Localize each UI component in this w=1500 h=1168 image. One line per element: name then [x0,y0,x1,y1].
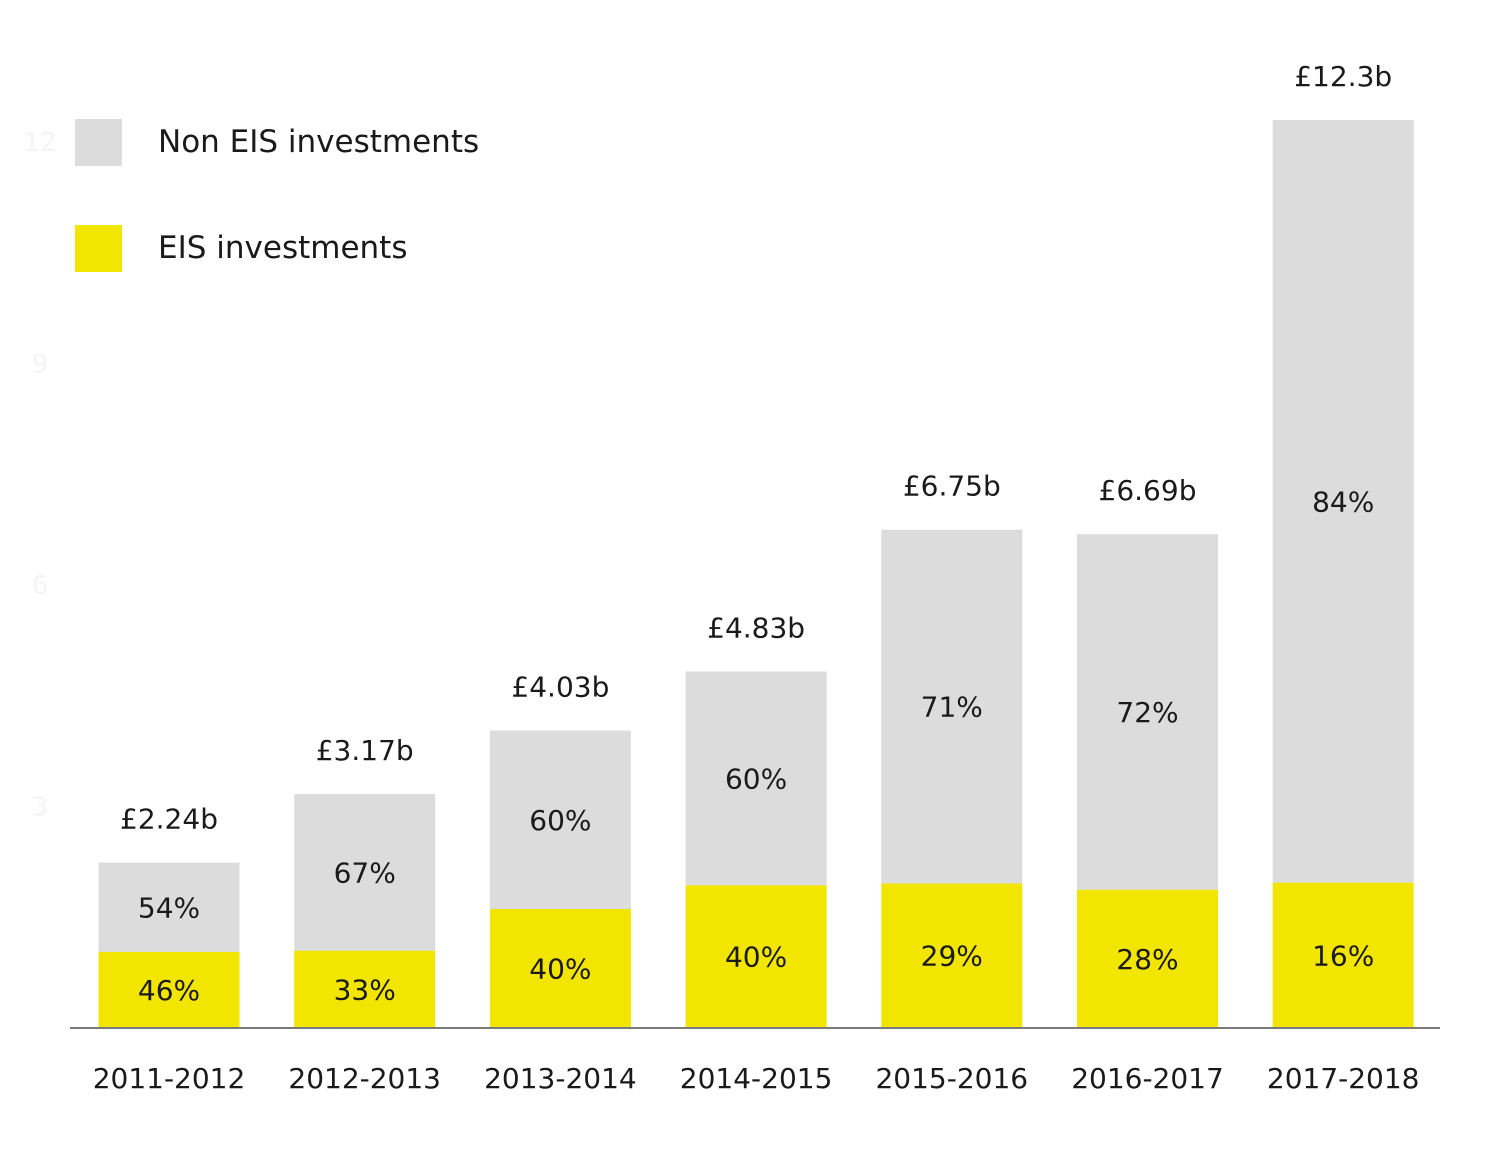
data-label-eis: 40% [725,941,787,974]
data-label-eis: 29% [921,940,983,973]
bar-segment-non-eis [294,793,436,951]
x-tick-label: 2013-2014 [484,1062,637,1095]
data-label-non-eis: 84% [1312,485,1374,518]
legend-swatch-non-eis [75,118,122,166]
x-tick-label: 2015-2016 [875,1062,1028,1095]
x-tick-label: 2012-2013 [288,1062,441,1095]
bar-segment-non-eis [98,862,240,952]
bars-layer: 54% 46% £2.24b 67% 33% £3.17b 60% 40% £4.03b 60% 4… [98,60,1414,1028]
legend-swatch-eis [75,224,122,272]
bar-segment-eis [294,950,436,1028]
x-tick-label: 2016-2017 [1071,1062,1224,1095]
x-axis-ticks: 2011-2012 2012-2013 2013-2014 2014-2015 2015… [93,1062,1420,1095]
data-label-non-eis: 71% [921,691,983,724]
legend-item-eis: EIS investments [75,224,479,272]
bar-total-label: £12.3b [1294,60,1392,93]
bar-total-label: £6.75b [903,470,1001,503]
data-label-eis: 16% [1312,939,1374,972]
legend-label-eis: EIS investments [158,230,408,266]
bar-segment-non-eis [489,730,631,910]
bar-total-label: £4.83b [707,611,805,644]
x-tick-label: 2014-2015 [680,1062,833,1095]
bar-total-label: £4.03b [511,671,609,704]
data-label-non-eis: 72% [1116,696,1178,729]
legend: Non EIS investments EIS investments [75,118,479,330]
legend-item-non-eis: Non EIS investments [75,118,479,166]
bar-segment-non-eis [685,671,827,886]
bar-segment-non-eis [1077,534,1218,890]
bar-segment-non-eis [881,529,1023,884]
data-label-non-eis: 67% [334,856,396,889]
bar-segment-non-eis [1272,120,1414,883]
data-label-non-eis: 60% [725,762,787,795]
x-tick-label: 2011-2012 [93,1062,246,1095]
y-tick-label: 12 [23,128,56,158]
bar-segment-eis [1077,889,1218,1028]
bar-total-label: £2.24b [120,803,218,836]
data-label-eis: 33% [334,973,396,1006]
y-axis-ticks: 3 6 9 12 [23,128,56,822]
bar-segment-eis [685,885,827,1028]
bar-segment-eis [1272,882,1414,1028]
y-tick-label: 9 [32,350,49,380]
y-tick-label: 6 [32,571,49,601]
bar-segment-eis [489,909,631,1028]
legend-label-non-eis: Non EIS investments [158,124,480,160]
bar-segment-eis [881,883,1023,1028]
data-label-eis: 40% [529,953,591,986]
data-label-eis: 46% [138,974,200,1007]
bar-total-label: £6.69b [1099,474,1197,507]
data-label-eis: 28% [1116,943,1178,976]
bar-segment-eis [98,951,240,1028]
bar-total-label: £3.17b [316,734,414,767]
data-label-non-eis: 60% [529,804,591,837]
y-tick-label: 3 [32,793,49,823]
data-label-non-eis: 54% [138,891,200,924]
x-tick-label: 2017-2018 [1267,1062,1420,1095]
